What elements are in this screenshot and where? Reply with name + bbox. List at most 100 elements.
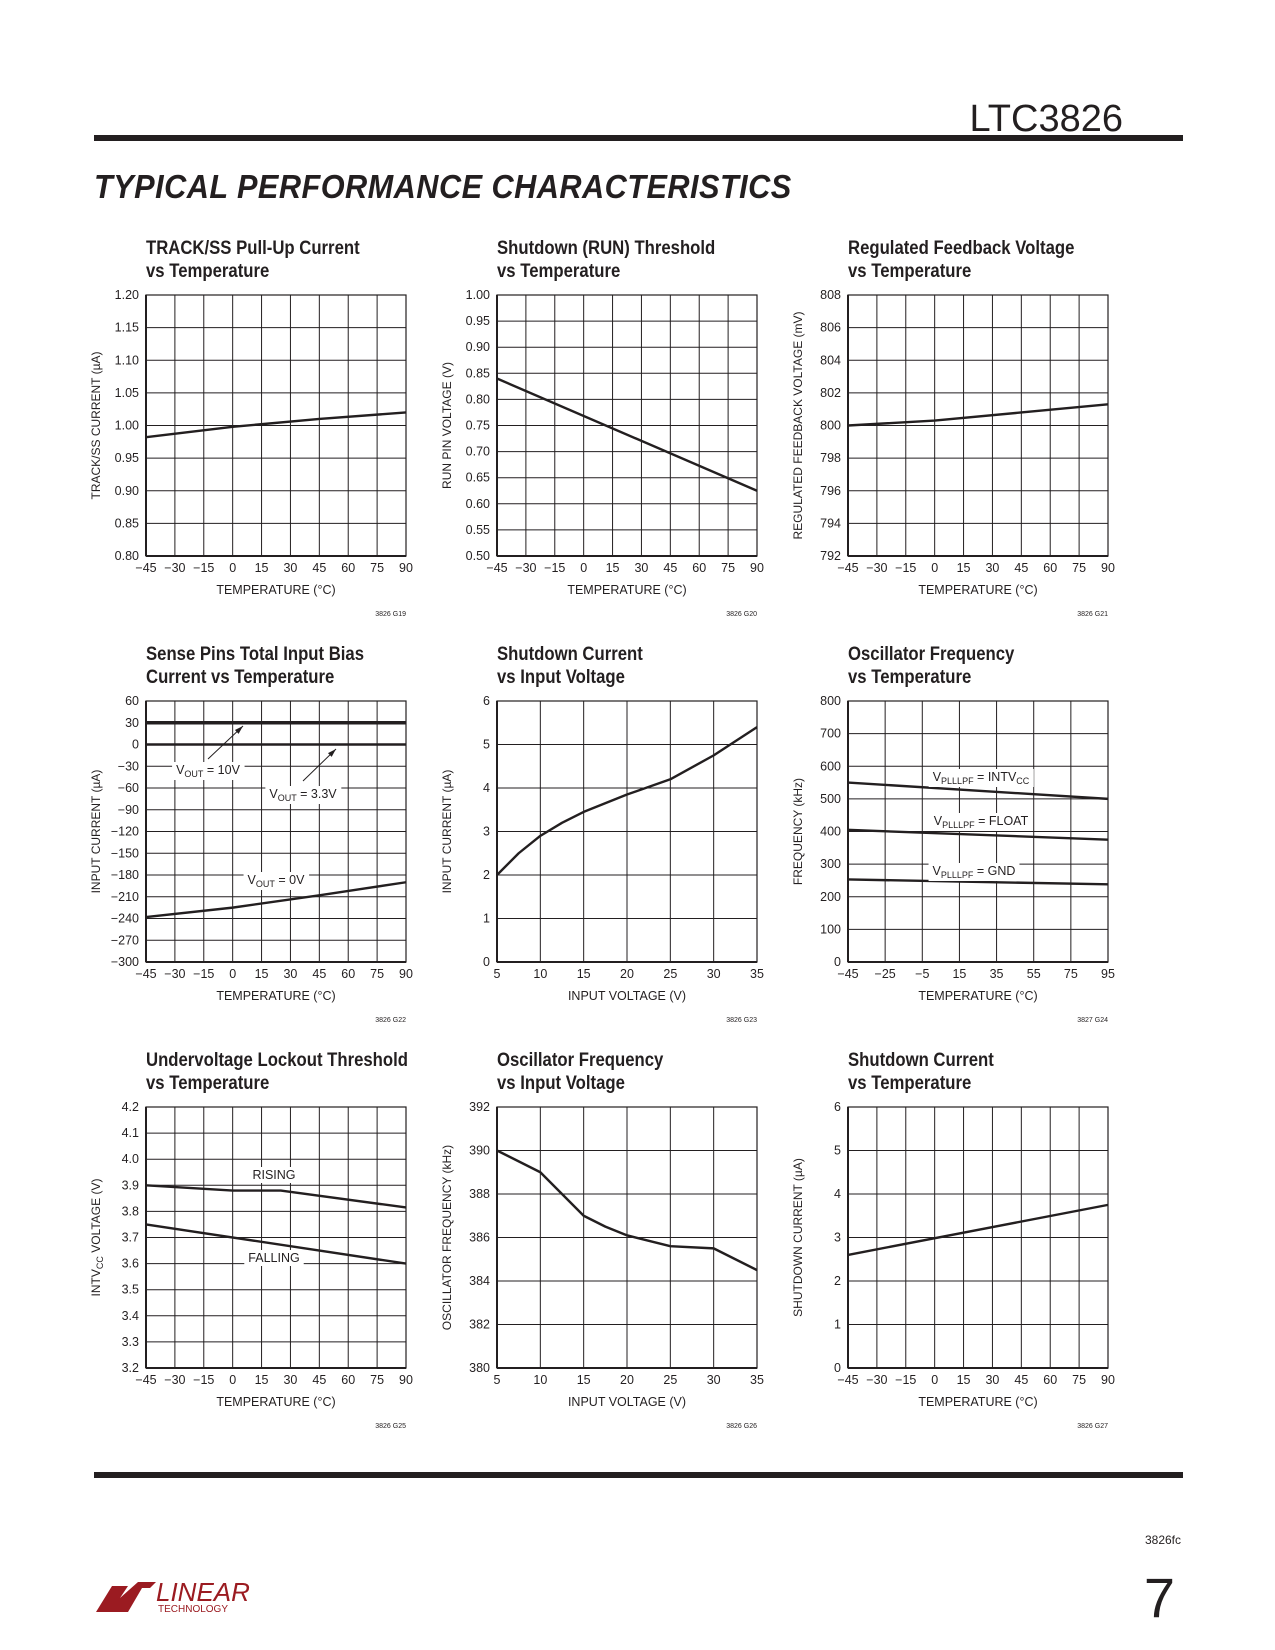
annotation-label-part: PLLLPF <box>941 870 974 880</box>
y-tick-label: 1.15 <box>115 321 139 335</box>
y-tick-label: 0.95 <box>466 314 490 328</box>
y-tick-label: 6 <box>834 1100 841 1114</box>
figure-code: 3826 G20 <box>726 611 757 618</box>
doc-code: 3826fc <box>1144 1533 1181 1547</box>
series-line <box>145 1184 407 1209</box>
chart-title-line: vs Temperature <box>848 1073 972 1094</box>
chart-title-line: Oscillator Frequency <box>848 644 1015 665</box>
x-tick-label: −5 <box>915 967 929 981</box>
chart-title-line: Sense Pins Total Input Bias <box>146 644 365 665</box>
chart-7: −45 −30 −15 0 15 30 45 60 75 90 3.2 3.3 3.4 3.5 3.6 3.7… <box>89 1100 413 1430</box>
y-tick-label: 3.6 <box>122 1257 139 1271</box>
y-axis-title-part: OSCILLATOR FREQUENCY (kHz) <box>440 1145 454 1330</box>
x-tick-label: 15 <box>255 967 269 981</box>
x-tick-label: 90 <box>1101 561 1115 575</box>
x-tick-label: 30 <box>283 561 297 575</box>
annotation-label-part: = 3.3V <box>297 787 338 801</box>
series-line <box>847 828 1109 841</box>
x-tick-label: 75 <box>370 561 384 575</box>
y-tick-label: 794 <box>820 516 841 530</box>
x-axis-title: TEMPERATURE (°C) <box>918 583 1037 597</box>
chart-title-line: Shutdown Current <box>497 644 643 665</box>
chart-5: 5 10 15 20 25 30 35 0 1 2 3 4 5 6 INPUT VOLTAGE (V) INP… <box>440 694 764 1024</box>
chart-title-line: TRACK/SS Pull-Up Current <box>146 238 360 259</box>
chart-title-line: vs Temperature <box>497 261 621 282</box>
series-line <box>847 781 1109 801</box>
x-tick-label: 15 <box>952 967 966 981</box>
y-tick-label: 806 <box>820 321 841 335</box>
y-axis-title: REGULATED FEEDBACK VOLTAGE (mV) <box>791 311 805 539</box>
x-tick-label: −15 <box>193 1373 214 1387</box>
y-tick-label: 798 <box>820 451 841 465</box>
y-tick-label: −210 <box>111 890 139 904</box>
page-number: 7 <box>1143 1566 1175 1629</box>
y-tick-label: 0.80 <box>466 392 490 406</box>
y-tick-label: 388 <box>469 1187 490 1201</box>
arrowhead-icon <box>327 749 336 757</box>
x-tick-label: −15 <box>895 1373 916 1387</box>
chart-title: Regulated Feedback Voltage vs Temperature <box>848 237 1074 283</box>
annotation-bg <box>928 769 1034 787</box>
x-tick-label: 75 <box>370 967 384 981</box>
y-tick-label: 60 <box>125 694 139 708</box>
x-tick-label: 15 <box>577 1373 591 1387</box>
y-axis-title: INPUT CURRENT (µA) <box>89 770 103 894</box>
x-tick-label: −30 <box>164 1373 185 1387</box>
x-tick-label: 75 <box>1072 1373 1086 1387</box>
y-tick-label: 300 <box>820 857 841 871</box>
annotation-label-part: = INTV <box>974 770 1017 784</box>
y-tick-label: 392 <box>469 1100 490 1114</box>
y-tick-label: 0 <box>834 955 841 969</box>
chart-title: Sense Pins Total Input Bias Current vs Te… <box>146 643 364 689</box>
x-tick-label: −45 <box>135 1373 156 1387</box>
annotation-label: VOUT = 3.3V <box>269 787 337 803</box>
figure-code: 3826 G22 <box>375 1017 406 1024</box>
y-tick-label: 3.3 <box>122 1335 139 1349</box>
y-tick-label: 3 <box>483 825 490 839</box>
y-tick-label: 802 <box>820 386 841 400</box>
y-tick-label: 4.2 <box>122 1100 139 1114</box>
section-title: TYPICAL PERFORMANCE CHARACTERISTICS <box>94 168 792 205</box>
x-tick-label: 35 <box>750 1373 764 1387</box>
annotation-label-part: FALLING <box>248 1251 299 1265</box>
header-rule <box>94 135 1183 141</box>
x-tick-label: 15 <box>957 1373 971 1387</box>
y-tick-label: 3.7 <box>122 1231 139 1245</box>
y-tick-label: 3.9 <box>122 1178 139 1192</box>
x-axis-title: TEMPERATURE (°C) <box>918 989 1037 1003</box>
svg-text:TECHNOLOGY: TECHNOLOGY <box>158 1604 228 1615</box>
annotation-label-part: CC <box>1016 776 1029 786</box>
series-line <box>496 1149 758 1272</box>
x-tick-label: 30 <box>985 561 999 575</box>
x-tick-label: 45 <box>663 561 677 575</box>
x-tick-label: 60 <box>341 561 355 575</box>
y-tick-label: 400 <box>820 825 841 839</box>
y-tick-label: −180 <box>111 868 139 882</box>
x-tick-label: 90 <box>399 1373 413 1387</box>
y-axis-title-part: FREQUENCY (kHz) <box>791 778 805 885</box>
y-tick-label: 384 <box>469 1274 490 1288</box>
x-axis-title: TEMPERATURE (°C) <box>918 1395 1037 1409</box>
series-line <box>847 1203 1109 1257</box>
chart-title-line: vs Temperature <box>848 261 972 282</box>
y-axis-title-part: RUN PIN VOLTAGE (V) <box>440 362 454 489</box>
series-line <box>496 726 758 876</box>
y-axis-title-part: TRACK/SS CURRENT (µA) <box>89 351 103 499</box>
chart-title-line: vs Temperature <box>848 667 972 688</box>
chart-title-line: Shutdown (RUN) Threshold <box>497 238 716 259</box>
x-tick-label: 0 <box>229 967 236 981</box>
annotation-bg <box>265 786 342 804</box>
annotation-label: FALLING <box>248 1251 299 1265</box>
y-tick-label: 500 <box>820 792 841 806</box>
x-tick-label: −45 <box>135 561 156 575</box>
x-tick-label: 60 <box>341 967 355 981</box>
y-tick-label: −270 <box>111 933 139 947</box>
y-tick-label: 5 <box>483 738 490 752</box>
annotation-label-part: V <box>933 864 942 878</box>
y-tick-label: 0.70 <box>466 445 490 459</box>
linear-technology-logo: LINEAR TECHNOLOGY <box>94 1576 254 1621</box>
y-axis-title: RUN PIN VOLTAGE (V) <box>440 362 454 489</box>
y-tick-label: 1 <box>483 912 490 926</box>
annotation-bg <box>172 762 245 780</box>
y-axis-title-part: INPUT CURRENT (µA) <box>440 770 454 894</box>
